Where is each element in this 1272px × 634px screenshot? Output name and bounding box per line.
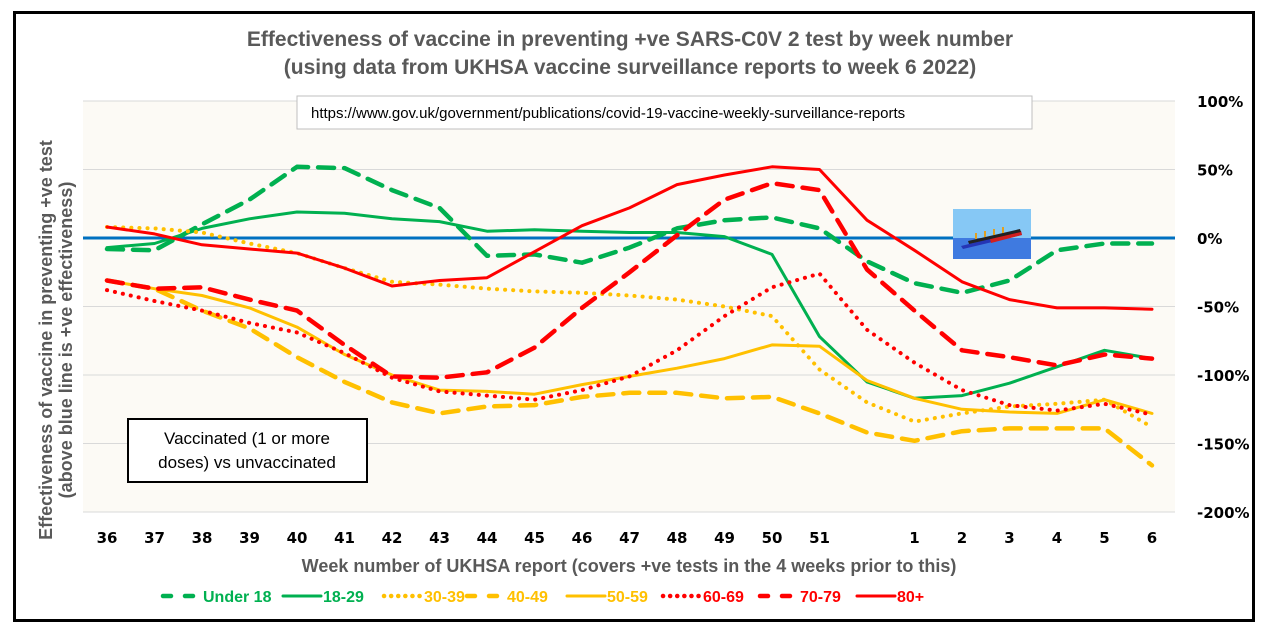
y-tick-label: 0% <box>1197 230 1222 248</box>
url-box <box>296 95 1033 130</box>
x-tick-label: 1 <box>909 529 919 547</box>
series-line-80- <box>105 165 1154 311</box>
gridlines <box>83 100 1175 513</box>
x-tick-label: 46 <box>572 529 593 547</box>
note-line-2: doses) vs unvaccinated <box>158 453 336 472</box>
x-tick-label: 43 <box>429 529 450 547</box>
x-tick-label: 49 <box>714 529 735 547</box>
y-tick-label: -150% <box>1197 436 1250 454</box>
x-tick-label: 2 <box>957 529 967 547</box>
x-tick-label: 41 <box>334 529 355 547</box>
x-tick-label: 36 <box>97 529 118 547</box>
x-tick-label: 3 <box>1004 529 1014 547</box>
legend-item-label: Under 18 <box>203 589 272 606</box>
series-line-18-29 <box>105 210 1154 400</box>
legend-item-label: 40-49 <box>507 589 548 606</box>
note-box <box>127 418 368 483</box>
series-lines <box>104 164 1155 468</box>
source-url[interactable]: https://www.gov.uk/government/publicatio… <box>311 105 905 122</box>
x-tick-label: 44 <box>477 529 498 547</box>
y-tick-label: 100% <box>1197 93 1243 111</box>
y-axis-title: Effectiveness of vaccine in preventing +… <box>36 140 56 540</box>
legend-item-label: 60-69 <box>703 589 744 606</box>
y-axis-ticks: 100% 50% 0% -50% -100% -150% -200% <box>1197 93 1250 522</box>
x-tick-label: 47 <box>619 529 640 547</box>
legend: Under 18 18-29 30-39 40-49 50-59 60-69 70-79 80… <box>160 589 924 606</box>
x-tick-label: 42 <box>382 529 403 547</box>
legend-item-label: 80+ <box>897 589 924 606</box>
x-tick-label: 45 <box>524 529 545 547</box>
series-line-30-39 <box>105 225 1154 430</box>
chart-title: Effectiveness of vaccine in preventing +… <box>247 28 1013 51</box>
x-tick-label: 40 <box>287 529 308 547</box>
x-axis-ticks: 36 37 38 39 40 41 42 43 44 45 46 47 48 49 50 51 1 2 3 4 5 6 <box>97 529 1158 547</box>
x-tick-label: 37 <box>144 529 165 547</box>
y-tick-label: 50% <box>1197 162 1233 180</box>
y-tick-label: -100% <box>1197 367 1250 385</box>
series-line-40-49 <box>104 278 1155 468</box>
chart-subtitle: (using data from UKHSA vaccine surveilla… <box>284 56 976 79</box>
x-tick-label: 50 <box>762 529 783 547</box>
y-axis-subtitle: (above blue line is +ve effectiveness) <box>56 182 76 499</box>
x-axis-title: Week number of UKHSA report (covers +ve … <box>302 556 957 576</box>
x-tick-label: 6 <box>1147 529 1157 547</box>
legend-item-label: 70-79 <box>800 589 841 606</box>
x-tick-label: 39 <box>239 529 260 547</box>
sinking-ship-icon <box>953 209 1031 259</box>
x-tick-label: 48 <box>667 529 688 547</box>
x-tick-label: 38 <box>192 529 213 547</box>
x-tick-label: 4 <box>1052 529 1062 547</box>
series-line-70-79 <box>104 180 1155 380</box>
legend-item-label: 50-59 <box>607 589 648 606</box>
legend-item-label: 30-39 <box>424 589 465 606</box>
y-tick-label: -200% <box>1197 504 1250 522</box>
x-tick-label: 51 <box>809 529 830 547</box>
note-line-1: Vaccinated (1 or more <box>164 429 330 448</box>
series-line-60-69 <box>105 271 1154 417</box>
y-tick-label: -50% <box>1197 299 1239 317</box>
legend-item-label: 18-29 <box>323 589 364 606</box>
x-tick-label: 5 <box>1099 529 1109 547</box>
